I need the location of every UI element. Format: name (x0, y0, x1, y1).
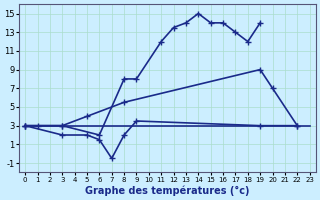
X-axis label: Graphe des températures (°c): Graphe des températures (°c) (85, 185, 250, 196)
